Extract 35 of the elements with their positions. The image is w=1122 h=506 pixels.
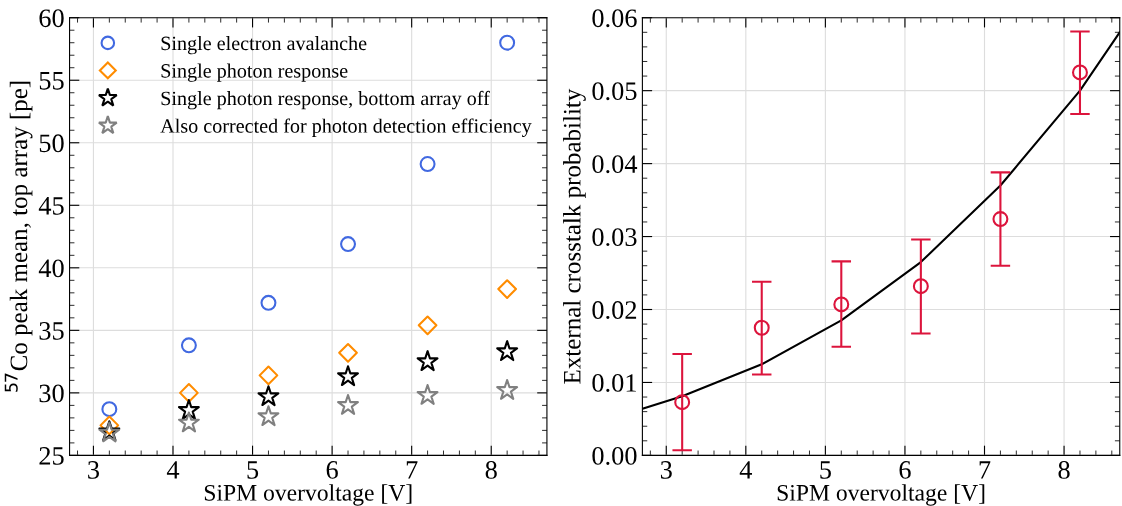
x-tick-label: 8 bbox=[485, 461, 497, 479]
legend-label: Also corrected for photon detection efficiency bbox=[160, 118, 532, 137]
y-tick-label: 0.04 bbox=[592, 155, 638, 174]
x-tick-label: 3 bbox=[88, 461, 99, 479]
y-tick-label: 45 bbox=[38, 197, 64, 215]
y-tick-label: 0.03 bbox=[592, 228, 637, 247]
x-axis-title: SiPM overvoltage [V] bbox=[777, 484, 985, 506]
legend-label: Single electron avalanche bbox=[161, 35, 367, 55]
y-tick-label: 0.02 bbox=[592, 301, 637, 320]
x-tick-label: 4 bbox=[739, 461, 753, 479]
y-tick-label: 35 bbox=[39, 322, 64, 340]
x-tick-label: 6 bbox=[326, 461, 338, 479]
y-tick-label: 50 bbox=[39, 134, 64, 153]
x-tick-label: 3 bbox=[660, 461, 672, 479]
legend-label: Single photon response, bottom array off bbox=[161, 90, 490, 110]
y-tick-label: 0.05 bbox=[592, 82, 637, 101]
y-tick-label: 40 bbox=[38, 259, 64, 278]
y-axis-title: External crosstalk probability bbox=[563, 88, 586, 384]
y-tick-label: 60 bbox=[39, 9, 64, 28]
y-tick-label: 55 bbox=[39, 72, 64, 90]
x-tick-label: 5 bbox=[247, 461, 259, 479]
y-tick-label: 25 bbox=[39, 447, 64, 465]
x-tick-label: 7 bbox=[979, 461, 991, 479]
y-tick-label: 30 bbox=[39, 384, 64, 403]
x-tick-label: 7 bbox=[406, 461, 418, 479]
x-axis-title: SiPM overvoltage [V] bbox=[204, 484, 412, 506]
y-tick-label: 0.01 bbox=[592, 374, 636, 392]
y-tick-label: 0.06 bbox=[592, 9, 637, 28]
x-tick-label: 6 bbox=[899, 461, 911, 479]
y-tick-label: 0.00 bbox=[592, 447, 637, 465]
x-tick-label: 4 bbox=[166, 461, 180, 479]
x-tick-label: 5 bbox=[820, 461, 831, 479]
legend-label: Single photon response bbox=[161, 63, 348, 82]
x-tick-label: 8 bbox=[1058, 461, 1070, 479]
y-axis-title: $^{57}$Co peak mean, top array [pe] bbox=[4, 81, 33, 392]
